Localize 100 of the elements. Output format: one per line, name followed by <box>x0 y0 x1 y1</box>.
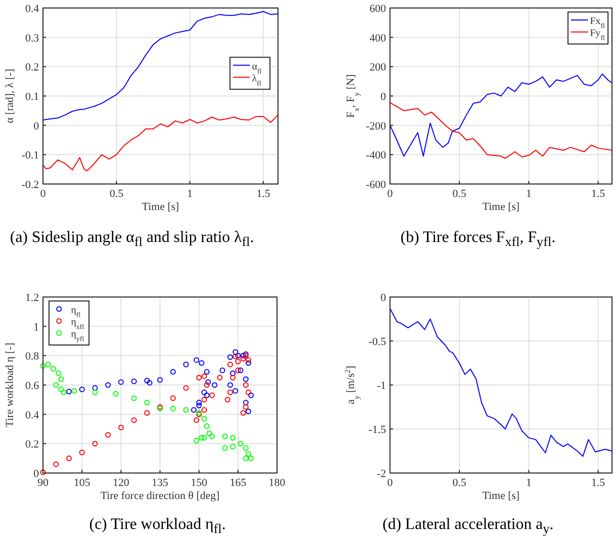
point <box>205 379 211 385</box>
point <box>66 456 72 462</box>
point <box>157 377 163 383</box>
legend-label: Fy$_{fl}$ <box>590 28 605 42</box>
legend-label: Fx$_{fl}$ <box>590 16 605 30</box>
y-tick-label: 0.2 <box>25 438 39 451</box>
point <box>144 400 150 406</box>
point <box>240 410 246 416</box>
point <box>146 380 152 386</box>
point <box>105 432 111 438</box>
y-tick-label: -1 <box>376 380 386 392</box>
point <box>230 370 236 376</box>
point <box>248 392 254 398</box>
x-tick-label: 0.5 <box>110 188 124 200</box>
point <box>230 374 236 380</box>
point <box>204 382 210 388</box>
point <box>183 407 189 413</box>
y-tick-label: 0.2 <box>25 62 39 74</box>
point <box>217 374 223 380</box>
point <box>194 357 200 363</box>
point <box>201 416 207 422</box>
point <box>209 434 215 440</box>
point <box>204 392 210 398</box>
x-tick-label: 135 <box>152 477 169 489</box>
y-tick-label: 0 <box>380 91 386 103</box>
line-series <box>42 114 278 172</box>
point <box>198 435 204 441</box>
point <box>246 390 252 396</box>
line-series <box>42 11 278 121</box>
x-tick-label: 1.5 <box>591 477 606 489</box>
point <box>220 368 226 374</box>
point <box>243 404 249 410</box>
point <box>105 382 111 388</box>
point <box>53 461 59 467</box>
point <box>243 376 249 382</box>
y-tick-label: 0.4 <box>25 3 40 15</box>
x-tick-label: 1.5 <box>256 188 271 200</box>
point <box>113 391 119 397</box>
line-series <box>390 308 612 457</box>
point <box>201 373 207 379</box>
x-tick-label: 1 <box>526 188 532 200</box>
y-tick-label: 0.4 <box>25 409 40 422</box>
legend-label: η$_{fl}$ <box>71 305 81 319</box>
point <box>79 450 85 456</box>
point <box>196 400 202 406</box>
x-axis-title: Time [s] <box>142 201 180 213</box>
y-tick-label: 0 <box>380 292 386 304</box>
point <box>204 423 210 429</box>
point <box>131 395 137 401</box>
point <box>238 440 244 446</box>
y-tick-label: 0.8 <box>25 350 40 363</box>
y-tick-label: 1.2 <box>25 292 39 304</box>
point <box>92 390 98 396</box>
point <box>230 435 236 441</box>
x-tick-label: 165 <box>230 477 247 489</box>
point <box>196 374 202 380</box>
x-tick-label: 120 <box>112 477 130 489</box>
point <box>227 354 233 360</box>
point <box>206 430 212 436</box>
point <box>240 352 246 358</box>
point <box>66 388 72 394</box>
point <box>246 451 252 457</box>
point <box>209 392 215 398</box>
point <box>194 438 200 444</box>
y-axis-title: Tire workload η [-] <box>4 342 16 428</box>
point <box>235 368 241 374</box>
text: (a) Sideslip angle α$_{fl}$ and slip ratio λ$_{fl}$. <box>10 228 255 252</box>
point <box>212 382 218 388</box>
x-axis-title: Time [s] <box>482 201 520 213</box>
point <box>61 390 67 396</box>
x-tick-label: 0.5 <box>452 477 467 489</box>
point <box>227 390 233 396</box>
point <box>183 362 189 368</box>
x-tick-label: 180 <box>268 477 286 489</box>
point <box>246 360 252 366</box>
x-tick-label: 150 <box>190 477 208 489</box>
point <box>232 388 238 394</box>
y-tick-label: -400 <box>366 150 386 162</box>
y-tick-label: 400 <box>370 32 386 44</box>
y-tick-label: 0.3 <box>25 32 40 44</box>
point <box>227 362 233 368</box>
legend-label: λ$_{fl}$ <box>252 73 262 88</box>
point <box>232 349 238 355</box>
y-tick-label: 0 <box>34 468 40 480</box>
point <box>232 354 238 360</box>
x-axis-title: Tire force direction θ [deg] <box>100 490 220 502</box>
y-tick-label: 0.1 <box>25 91 39 103</box>
point <box>243 382 249 388</box>
point <box>56 370 62 376</box>
y-tick-label: -0.2 <box>22 179 39 191</box>
y-tick-label: 0 <box>34 120 40 132</box>
y-tick-label: 0.6 <box>25 380 40 392</box>
point <box>118 379 124 385</box>
y-tick-label: -2 <box>376 468 386 480</box>
y-tick-label: -0.1 <box>22 150 39 162</box>
point <box>144 410 150 416</box>
y-tick-label: 200 <box>370 62 386 74</box>
point <box>235 358 241 364</box>
point <box>191 407 197 413</box>
text: (b) Tire forces F$_{xfl}$, F$_{yfl}$. <box>400 228 556 252</box>
